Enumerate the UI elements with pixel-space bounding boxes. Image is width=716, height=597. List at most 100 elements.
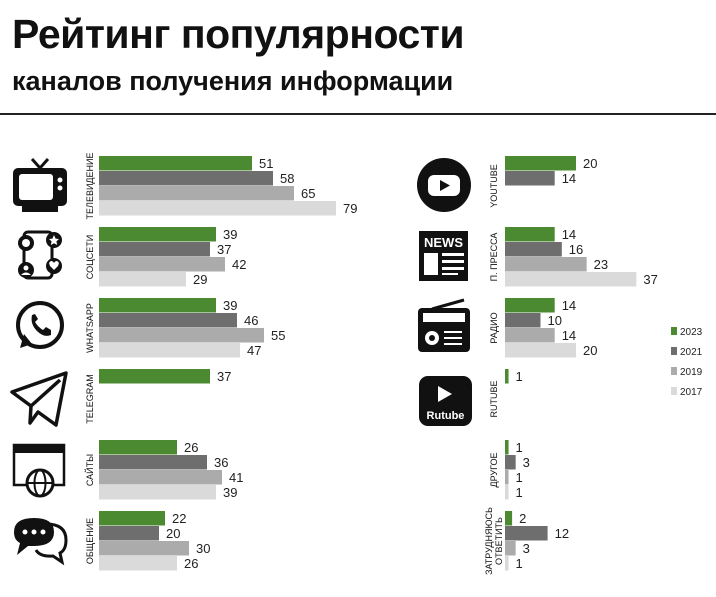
rutube-icon: Rutube <box>419 376 472 426</box>
legend-swatch-2021 <box>671 347 677 355</box>
bar-unsure-2019 <box>505 541 516 556</box>
bar-press-2023 <box>505 227 555 242</box>
bar-talk-2017 <box>99 556 177 571</box>
bar-rutube-2023 <box>505 369 509 384</box>
value-label-whatsapp-2021: 46 <box>244 313 258 328</box>
value-label-socials-2017: 29 <box>193 272 207 287</box>
legend-swatch-2023 <box>671 327 677 335</box>
value-label-radio-2019: 14 <box>562 328 576 343</box>
legend-label-2017: 2017 <box>680 387 703 398</box>
website-globe-icon <box>12 443 66 498</box>
value-label-unsure-2017: 1 <box>516 556 523 571</box>
value-label-press-2017: 37 <box>643 272 657 287</box>
bar-youtube-2021 <box>505 171 555 186</box>
value-label-talk-2023: 22 <box>172 511 186 526</box>
bar-press-2017 <box>505 272 637 287</box>
whatsapp-icon <box>16 301 64 349</box>
value-label-talk-2019: 30 <box>196 541 210 556</box>
value-label-talk-2017: 26 <box>184 556 198 571</box>
youtube-icon <box>417 158 471 212</box>
bar-whatsapp-2023 <box>99 298 216 313</box>
news-icon: NEWS <box>419 231 468 281</box>
bar-socials-2023 <box>99 227 216 242</box>
value-label-sites-2017: 39 <box>223 485 237 500</box>
category-label-talk: ОБЩЕНИЕ <box>85 518 95 564</box>
bar-youtube-2023 <box>505 156 576 171</box>
category-label-tv: ТЕЛЕВИДЕНИЕ <box>85 153 95 220</box>
bar-other-2019 <box>505 470 509 485</box>
value-label-youtube-2021: 14 <box>562 171 576 186</box>
category-label-press: П. ПРЕССА <box>489 233 499 282</box>
bar-whatsapp-2019 <box>99 328 264 343</box>
news-icon-text: NEWS <box>424 235 463 250</box>
category-label-socials: СОЦСЕТИ <box>85 235 95 279</box>
bar-press-2021 <box>505 242 562 257</box>
tv-icon <box>13 158 67 212</box>
value-label-unsure-2021: 12 <box>555 526 569 541</box>
legend-label-2023: 2023 <box>680 327 703 338</box>
rutube-icon-text: Rutube <box>427 410 465 422</box>
bar-telegram-2023 <box>99 369 210 384</box>
page-subtitle: каналов получения информации <box>12 66 454 96</box>
bar-tv-2021 <box>99 171 273 186</box>
category-label-unsure: ЗАТРУДНЯЮСЬОТВЕТИТЬ <box>484 507 504 575</box>
title-divider <box>0 113 716 115</box>
bar-whatsapp-2021 <box>99 313 237 328</box>
value-label-rutube-2023: 1 <box>516 369 523 384</box>
bar-sites-2017 <box>99 485 216 500</box>
value-label-other-2021: 3 <box>523 455 530 470</box>
bar-sites-2019 <box>99 470 222 485</box>
telegram-icon <box>10 371 68 427</box>
bar-other-2021 <box>505 455 516 470</box>
value-label-tv-2019: 65 <box>301 186 315 201</box>
bar-talk-2023 <box>99 511 165 526</box>
category-label-youtube: YOUTUBE <box>489 164 499 208</box>
bar-press-2019 <box>505 257 587 272</box>
category-label-line: ОТВЕТИТЬ <box>494 517 504 565</box>
social-network-icon <box>18 230 62 280</box>
bar-other-2017 <box>505 485 509 500</box>
category-label-whatsapp: WHATSAPP <box>85 303 95 353</box>
value-label-whatsapp-2019: 55 <box>271 328 285 343</box>
value-label-other-2023: 1 <box>516 440 523 455</box>
bar-sites-2021 <box>99 455 207 470</box>
bar-socials-2021 <box>99 242 210 257</box>
bar-radio-2023 <box>505 298 555 313</box>
value-label-press-2019: 23 <box>594 257 608 272</box>
value-label-tv-2017: 79 <box>343 201 357 216</box>
legend-label-2019: 2019 <box>680 367 703 378</box>
bar-tv-2019 <box>99 186 294 201</box>
bar-socials-2017 <box>99 272 186 287</box>
bar-radio-2021 <box>505 313 541 328</box>
value-label-press-2023: 14 <box>562 227 576 242</box>
value-label-whatsapp-2017: 47 <box>247 343 261 358</box>
value-label-telegram-2023: 37 <box>217 369 231 384</box>
bar-unsure-2017 <box>505 556 509 571</box>
category-label-sites: САЙТЫ <box>84 454 95 486</box>
bar-talk-2019 <box>99 541 189 556</box>
value-label-sites-2019: 41 <box>229 470 243 485</box>
value-label-other-2019: 1 <box>516 470 523 485</box>
bar-other-2023 <box>505 440 509 455</box>
value-label-sites-2021: 36 <box>214 455 228 470</box>
legend-label-2021: 2021 <box>680 347 703 358</box>
value-label-radio-2023: 14 <box>562 298 576 313</box>
value-label-unsure-2019: 3 <box>523 541 530 556</box>
value-label-tv-2023: 51 <box>259 156 273 171</box>
value-label-socials-2019: 42 <box>232 257 246 272</box>
category-label-telegram: TELEGRAM <box>85 374 95 424</box>
value-label-talk-2021: 20 <box>166 526 180 541</box>
category-label-line: ЗАТРУДНЯЮСЬ <box>484 507 494 575</box>
bar-radio-2017 <box>505 343 576 358</box>
legend-swatch-2017 <box>671 387 677 395</box>
value-label-whatsapp-2023: 39 <box>223 298 237 313</box>
category-label-rutube: RUTUBE <box>489 380 499 417</box>
value-label-youtube-2023: 20 <box>583 156 597 171</box>
page-title: Рейтинг популярности <box>12 11 465 57</box>
bar-talk-2021 <box>99 526 159 541</box>
bar-tv-2017 <box>99 201 336 216</box>
value-label-radio-2021: 10 <box>548 313 562 328</box>
bar-whatsapp-2017 <box>99 343 240 358</box>
value-label-socials-2023: 39 <box>223 227 237 242</box>
bar-sites-2023 <box>99 440 177 455</box>
